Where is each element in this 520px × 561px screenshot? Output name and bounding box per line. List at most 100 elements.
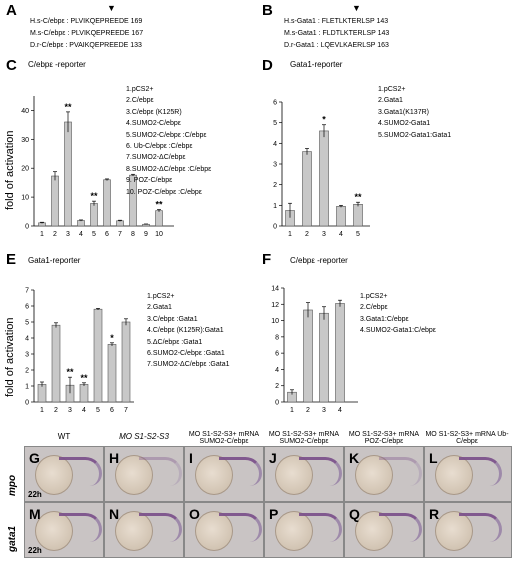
column-header: MO S1-S2-S3+ mRNA POZ-C/ebpε — [348, 431, 420, 445]
bar — [79, 384, 89, 403]
embryo-image: L — [424, 446, 512, 502]
bar — [103, 179, 111, 227]
bar — [303, 309, 313, 403]
panel-label-d: D — [262, 57, 273, 74]
x-tick-label: 3 — [322, 231, 326, 238]
bar — [121, 321, 131, 403]
panel-letter: K — [349, 450, 360, 466]
legend-item: 1.pCS2+ — [360, 293, 388, 300]
panel-label-a: A — [6, 2, 17, 19]
bar — [116, 220, 124, 227]
bar — [64, 121, 72, 227]
embryo-image: K — [344, 446, 424, 502]
embryo-tail — [299, 513, 342, 542]
panel-letter: L — [429, 450, 438, 466]
bar-chart-c: 0 10 20 30 40 1 2 3 ** 4 5 ** 6 7 8 9 10 ** — [21, 96, 174, 238]
x-tick-label: 4 — [79, 231, 83, 238]
x-tick-label: 2 — [305, 231, 309, 238]
significance-label: ** — [64, 102, 72, 112]
legend-item: 7.SUMO2-ΔC/ebpε — [126, 154, 186, 162]
x-tick-label: 1 — [40, 407, 44, 414]
panel-letter: O — [189, 506, 200, 522]
bar — [37, 384, 47, 403]
legend-item: 4.SUMO2-Gata1 — [378, 120, 431, 128]
x-tick-label: 5 — [96, 407, 100, 414]
bar-chart-d: 0 1 2 3 4 5 6 1 2 3 * 4 5 ** — [273, 100, 370, 238]
embryo-image: J — [264, 446, 344, 502]
panel-label-b: B — [262, 2, 273, 19]
significance-label: ** — [80, 373, 88, 383]
embryo-tail — [459, 457, 502, 486]
legend-item: 1.pCS2+ — [126, 86, 154, 93]
significance-label: ** — [354, 192, 362, 202]
row-label-gene: mpo — [7, 474, 18, 496]
bar — [51, 175, 59, 227]
y-tick-label: 3 — [273, 162, 277, 169]
legend-item: 5.SUMO2-Gata1:Gata1 — [378, 131, 452, 139]
x-tick-label: 10 — [155, 231, 163, 238]
embryo-tail — [139, 457, 182, 486]
x-tick-label: 1 — [290, 407, 294, 414]
x-tick-label: 3 — [68, 407, 72, 414]
significance-label: ** — [155, 200, 163, 210]
embryo-tail — [299, 457, 342, 486]
marker-arrow-b: ▼ — [352, 3, 361, 13]
x-tick-label: 1 — [40, 231, 44, 238]
column-header: MO S1-S2-S3 — [119, 432, 169, 441]
x-tick-label: 7 — [118, 231, 122, 238]
x-tick-label: 4 — [82, 407, 86, 414]
sequence-line: M.s-Gata1 : FLDTLKTERLSP 143 — [284, 30, 390, 37]
y-tick-label: 40 — [21, 108, 29, 115]
x-tick-label: 6 — [110, 407, 114, 414]
embryo-image: I — [184, 446, 264, 502]
bar — [302, 151, 312, 227]
legend-d: 1.pCS2+ 2.Gata1 3.Gata1(K137R) 4.SUMO2-G… — [378, 84, 451, 141]
y-tick-label: 0 — [273, 224, 277, 231]
legend-item: 4.C/ebpε (K125R):Gata1 — [147, 327, 224, 335]
x-tick-label: 1 — [288, 231, 292, 238]
y-tick-label: 6 — [25, 304, 29, 311]
panel-letter: H — [109, 450, 120, 466]
y-tick-label: 3 — [25, 352, 29, 359]
y-tick-label: 6 — [275, 351, 279, 358]
embryo-tail — [379, 457, 422, 486]
y-tick-label: 20 — [21, 166, 29, 173]
legend-item: 8.SUMO2-ΔC/ebpε :C/ebpε — [126, 165, 212, 173]
panel-label-f: F — [262, 251, 272, 268]
chart-title: C/ebpε -reporter — [290, 256, 348, 265]
bar — [90, 203, 98, 227]
chart-title: Gata1-reporter — [290, 60, 343, 69]
embryo-tail — [459, 513, 502, 542]
x-tick-label: 2 — [54, 407, 58, 414]
y-tick-label: 2 — [275, 383, 279, 390]
sequence-line: M.s-C/ebpε : PLVIKQEPREEDE 167 — [30, 30, 144, 37]
embryo-image: P — [264, 502, 344, 558]
legend-item: 5.ΔC/ebpε :Gata1 — [147, 338, 203, 346]
embryo-tail — [59, 457, 102, 486]
y-tick-label: 7 — [25, 288, 29, 295]
y-tick-label: 10 — [271, 318, 279, 325]
legend-item: 3.C/ebpε :Gata1 — [147, 315, 198, 323]
legend-f: 1.pCS2+ 2.C/ebpε 3.Gata1:C/ebpε 4.SUMO2-… — [360, 291, 436, 337]
bar — [353, 204, 363, 227]
y-tick-label: 2 — [273, 182, 277, 189]
column-header: WT — [57, 432, 71, 441]
bar — [319, 312, 329, 403]
panel-letter: I — [189, 450, 193, 466]
panel-letter: J — [269, 450, 277, 466]
legend-item: 2.C/ebpε — [360, 304, 388, 312]
y-tick-label: 2 — [25, 368, 29, 375]
embryo-image: G 22h — [24, 446, 104, 502]
legend-item: 2.Gata1 — [147, 304, 172, 312]
y-tick-label: 14 — [271, 286, 279, 293]
stage-label: 22h — [28, 490, 42, 499]
y-tick-label: 1 — [273, 203, 277, 210]
legend-item: 5.SUMO2-C/ebpε :C/ebpε — [126, 131, 207, 139]
legend-item: 2.Gata1 — [378, 97, 403, 105]
bar — [51, 324, 61, 403]
x-tick-label: 9 — [144, 231, 148, 238]
panel-letter: P — [269, 506, 279, 522]
x-tick-label: 3 — [66, 231, 70, 238]
marker-arrow-a: ▼ — [107, 3, 116, 13]
legend-item: 3.Gata1:C/ebpε — [360, 315, 409, 323]
